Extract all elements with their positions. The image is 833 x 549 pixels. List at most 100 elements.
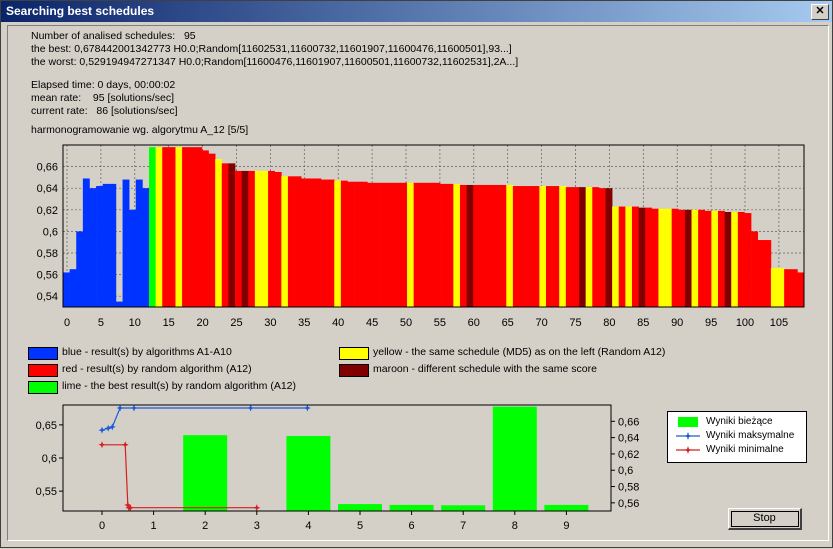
legend-max-marker <box>676 432 700 440</box>
bar <box>373 182 381 307</box>
current-result-bar <box>441 505 486 511</box>
bar <box>519 186 527 307</box>
x-tick-label: 90 <box>671 317 683 329</box>
x-tick-label: 40 <box>332 317 344 329</box>
bar <box>122 179 130 307</box>
key-lime-swatch <box>28 381 58 394</box>
sub-y-right-label: 0,66 <box>618 416 639 428</box>
current-result-bar <box>544 504 589 511</box>
x-tick-label: 0 <box>64 317 70 329</box>
x-tick-label: 75 <box>569 317 581 329</box>
bar <box>605 188 613 307</box>
sub-y-left-label: 0,55 <box>36 486 57 498</box>
bar <box>598 188 606 307</box>
bar <box>387 182 395 307</box>
sub-y-left-label: 0,65 <box>36 420 57 432</box>
plot-frame <box>62 144 805 308</box>
bar <box>215 159 223 307</box>
current-result-bar <box>492 406 537 511</box>
x-tick-label: 65 <box>502 317 514 329</box>
bar <box>426 182 434 307</box>
sub-x-tick-label: 5 <box>357 520 363 532</box>
bar <box>109 183 117 307</box>
bar <box>612 206 620 307</box>
bar <box>268 170 276 307</box>
max-point <box>108 423 116 431</box>
bar <box>552 186 560 307</box>
bar <box>770 268 778 307</box>
sub-x-tick-label: 6 <box>409 520 415 532</box>
bar <box>314 178 322 307</box>
key-maroon-text: maroon - different schedule with the sam… <box>373 363 597 375</box>
bar <box>413 182 421 307</box>
sub-y-right-label: 0,64 <box>618 433 639 445</box>
bar <box>545 186 553 307</box>
x-tick-label: 85 <box>637 317 649 329</box>
bar <box>367 182 375 307</box>
bar <box>440 183 448 307</box>
bar <box>493 184 500 307</box>
bar <box>678 209 686 307</box>
bar <box>433 182 441 307</box>
x-tick-label: 60 <box>468 317 480 329</box>
bar <box>486 184 494 307</box>
key-red-swatch <box>28 364 58 377</box>
bar <box>96 186 103 307</box>
current-rate-label: current rate: <box>31 105 88 117</box>
stop-button[interactable]: Stop <box>728 508 802 530</box>
bar <box>684 209 692 307</box>
max-point <box>247 404 255 412</box>
x-tick-label: 100 <box>736 317 754 329</box>
bar <box>82 178 90 307</box>
best-line: the best: 0,678442001342773 H0.0;Random[… <box>31 43 512 55</box>
x-tick-label: 20 <box>196 317 208 329</box>
title-bar[interactable]: Searching best schedules ✕ <box>1 1 832 22</box>
bar <box>625 206 633 307</box>
y-tick-label: 0,56 <box>37 270 58 282</box>
bar <box>565 187 573 307</box>
bar <box>115 301 123 307</box>
bar <box>135 179 143 307</box>
x-tick-label: 105 <box>770 317 788 329</box>
y-tick-label: 0,58 <box>37 248 58 260</box>
close-button[interactable]: ✕ <box>811 4 829 20</box>
legend-max-label: Wyniki maksymalne <box>706 430 795 441</box>
bar <box>466 184 474 307</box>
bar <box>162 147 170 307</box>
bar <box>334 180 342 307</box>
bar <box>294 176 302 307</box>
bar <box>777 268 785 307</box>
bar <box>69 269 77 307</box>
key-blue-swatch <box>28 347 58 360</box>
worst-line: the worst: 0,529194947271347 H0.0;Random… <box>31 56 519 68</box>
bar <box>651 208 659 307</box>
bar <box>175 147 183 307</box>
x-tick-label: 35 <box>298 317 310 329</box>
bar <box>307 178 315 307</box>
bar <box>671 208 679 307</box>
bar <box>506 184 514 307</box>
max-point <box>104 424 112 432</box>
bar <box>638 207 646 307</box>
bar <box>182 147 190 307</box>
bar <box>287 176 295 307</box>
bar <box>400 182 408 307</box>
y-tick-label: 0,54 <box>37 291 58 303</box>
bar <box>407 182 414 307</box>
content-panel <box>7 25 829 541</box>
bar <box>526 186 534 307</box>
bar <box>274 172 282 307</box>
bar <box>254 170 262 307</box>
sub-x-tick-label: 2 <box>202 520 208 532</box>
sub-x-tick-label: 0 <box>99 520 105 532</box>
legend-item-current: Wyniki bieżące <box>674 416 804 429</box>
bar <box>327 179 335 307</box>
sub-x-tick-label: 4 <box>305 520 311 532</box>
sub-y-right-label: 0,6 <box>618 465 633 477</box>
key-maroon-swatch <box>339 364 369 377</box>
bar <box>347 181 355 307</box>
x-tick-label: 80 <box>603 317 615 329</box>
y-tick-label: 0,64 <box>37 183 58 195</box>
